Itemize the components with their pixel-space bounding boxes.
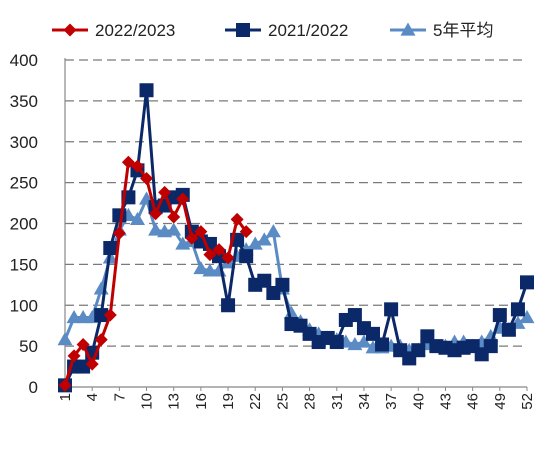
data-point xyxy=(103,308,117,322)
y-tick-label: 400 xyxy=(10,51,38,70)
y-tick-label: 0 xyxy=(29,378,38,397)
x-tick-label: 43 xyxy=(437,393,454,410)
y-axis-ticks: 0 50 100 150 200 250 300 350 400 xyxy=(10,51,38,397)
data-point xyxy=(158,185,172,199)
data-point xyxy=(492,308,507,323)
data-point xyxy=(148,222,164,236)
x-tick-label: 37 xyxy=(383,393,400,410)
grid-lines xyxy=(65,59,527,347)
data-point xyxy=(94,308,109,323)
data-point xyxy=(130,159,144,173)
data-point xyxy=(140,172,154,186)
x-tick-label: 49 xyxy=(492,393,509,410)
data-point xyxy=(510,302,525,317)
data-point xyxy=(329,335,344,350)
data-point xyxy=(176,192,190,206)
data-point xyxy=(239,225,253,239)
y-tick-label: 300 xyxy=(10,133,38,152)
data-point xyxy=(265,224,281,238)
data-point xyxy=(85,357,99,371)
y-tick-label: 50 xyxy=(19,337,38,356)
data-point xyxy=(112,226,126,240)
legend-label: 5年平均 xyxy=(433,21,493,40)
data-point xyxy=(375,337,390,352)
legend-marker xyxy=(63,23,77,37)
legend-label: 2022/2023 xyxy=(95,21,175,40)
x-tick-label: 10 xyxy=(139,393,156,410)
data-point xyxy=(257,273,272,288)
data-point xyxy=(519,310,535,324)
legend-item: 2022/2023 xyxy=(52,21,175,40)
data-point xyxy=(347,308,362,323)
series-2022/2023 xyxy=(58,155,253,392)
y-tick-label: 150 xyxy=(10,255,38,274)
data-point xyxy=(520,275,534,290)
data-point xyxy=(483,339,498,354)
y-tick-label: 100 xyxy=(10,296,38,315)
data-point xyxy=(57,332,73,346)
y-tick-label: 350 xyxy=(10,92,38,111)
x-tick-label: 31 xyxy=(329,393,346,410)
data-point xyxy=(256,232,272,246)
x-axis-ticks: 1 4 7 10 13 16 19 22 25 28 31 34 37 40 43 46 49 52 xyxy=(57,393,536,410)
data-point xyxy=(129,211,145,226)
data-point xyxy=(94,333,108,347)
data-point xyxy=(230,212,244,226)
data-point xyxy=(139,83,154,98)
data-point xyxy=(167,210,181,224)
x-tick-label: 22 xyxy=(247,393,264,410)
x-tick-label: 25 xyxy=(274,393,291,410)
data-point xyxy=(221,251,235,265)
data-point xyxy=(76,359,91,374)
x-tick-label: 16 xyxy=(193,393,210,410)
data-point xyxy=(501,322,516,337)
data-point xyxy=(149,207,163,221)
data-point xyxy=(58,378,72,392)
x-tick-label: 13 xyxy=(166,393,183,410)
x-tick-label: 1 xyxy=(57,393,74,401)
x-tick-label: 40 xyxy=(410,393,427,410)
y-tick-label: 250 xyxy=(10,174,38,193)
data-point xyxy=(239,249,254,264)
data-point xyxy=(221,298,236,313)
legend-item: 5年平均 xyxy=(390,21,493,40)
data-point xyxy=(366,326,380,341)
data-point xyxy=(356,334,372,348)
legend-item: 2021/2022 xyxy=(225,21,348,40)
data-point xyxy=(166,222,182,236)
data-point xyxy=(275,277,290,292)
data-point xyxy=(112,208,127,223)
x-tick-label: 7 xyxy=(111,393,128,401)
series-group xyxy=(57,83,535,393)
data-point xyxy=(483,328,499,342)
data-point xyxy=(76,337,90,351)
data-point xyxy=(384,302,399,317)
legend-marker xyxy=(400,22,416,36)
data-point xyxy=(212,243,226,257)
y-tick-label: 200 xyxy=(10,215,38,234)
data-point xyxy=(193,260,209,275)
x-tick-label: 4 xyxy=(84,393,101,401)
legend-marker xyxy=(236,23,250,37)
data-point xyxy=(203,248,217,262)
legend-label: 2021/2022 xyxy=(268,21,348,40)
data-point xyxy=(283,305,299,320)
x-tick-label: 34 xyxy=(356,393,373,410)
legend: 2022/2023 2021/2022 5年平均 xyxy=(52,21,493,40)
data-point xyxy=(194,225,208,239)
x-tick-label: 52 xyxy=(519,393,536,410)
data-point xyxy=(185,231,199,245)
data-point xyxy=(247,236,263,250)
x-tick-label: 46 xyxy=(465,393,482,410)
x-tick-label: 28 xyxy=(302,393,319,410)
data-point xyxy=(121,155,135,169)
data-point xyxy=(411,343,426,358)
x-tick-label: 19 xyxy=(220,393,237,410)
data-point xyxy=(103,241,118,256)
data-point xyxy=(67,349,81,363)
